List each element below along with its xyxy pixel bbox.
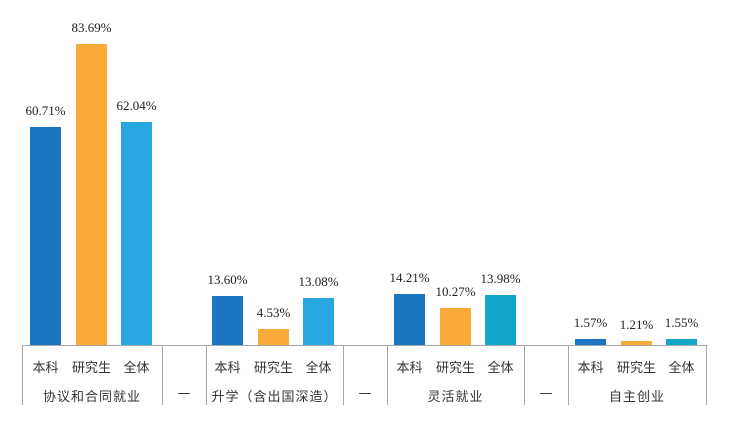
bar-2-2 — [485, 295, 516, 345]
value-label: 13.60% — [207, 272, 248, 287]
series-label: 研究生 — [435, 361, 476, 376]
series-label: 研究生 — [71, 361, 112, 376]
bar-0-3 — [575, 339, 606, 345]
axis-divider — [22, 345, 23, 405]
series-label: 研究生 — [616, 361, 657, 376]
bar-1-1 — [258, 329, 289, 345]
bar-0-2 — [394, 294, 425, 345]
value-label: 1.55% — [664, 315, 699, 330]
value-label: 4.53% — [256, 305, 291, 320]
axis-divider — [387, 345, 388, 405]
series-label: 本科 — [577, 361, 604, 376]
series-label: 全体 — [668, 361, 695, 376]
series-label: 本科 — [396, 361, 423, 376]
value-label: 14.21% — [389, 270, 430, 285]
category-label: 灵活就业 — [427, 390, 484, 405]
bar-2-0 — [121, 122, 152, 345]
axis-divider — [206, 345, 207, 405]
series-label: 全体 — [123, 361, 150, 376]
series-label: 本科 — [32, 361, 59, 376]
value-label: 1.21% — [619, 317, 654, 332]
series-label: 研究生 — [253, 361, 294, 376]
value-label: 60.71% — [25, 103, 66, 118]
bar-0-1 — [212, 296, 243, 345]
axis-divider — [162, 345, 163, 405]
value-label: 1.57% — [573, 315, 608, 330]
x-axis-line — [22, 345, 706, 346]
value-label: 13.98% — [480, 271, 521, 286]
bar-1-2 — [440, 308, 471, 345]
axis-divider — [706, 345, 707, 405]
bar-2-1 — [303, 298, 334, 345]
separator-dash: — — [177, 386, 191, 401]
value-label: 10.27% — [435, 284, 476, 299]
axis-divider — [568, 345, 569, 405]
value-label: 13.08% — [298, 274, 339, 289]
axis-divider — [343, 345, 344, 405]
series-label: 全体 — [487, 361, 514, 376]
bar-2-3 — [666, 339, 697, 345]
bar-1-3 — [621, 341, 652, 345]
series-label: 本科 — [214, 361, 241, 376]
category-label: 自主创业 — [608, 390, 666, 405]
axis-divider — [524, 345, 525, 405]
value-label: 83.69% — [71, 20, 112, 35]
separator-dash: — — [539, 386, 553, 401]
bar-1-0 — [76, 44, 107, 345]
separator-dash: — — [358, 386, 372, 401]
value-label: 62.04% — [116, 98, 157, 113]
category-label: 协议和合同就业 — [42, 390, 142, 405]
series-label: 全体 — [305, 361, 332, 376]
category-label: 升学（含出国深造） — [211, 390, 338, 405]
bar-0-0 — [30, 127, 61, 345]
